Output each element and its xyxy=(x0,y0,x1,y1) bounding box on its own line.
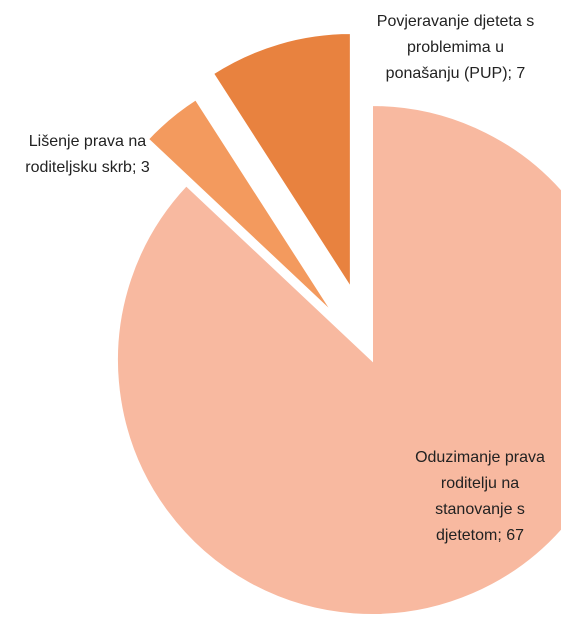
pie-slice xyxy=(116,103,561,616)
slice-label: Oduzimanje prava roditelju na stanovanje… xyxy=(415,449,545,544)
pie-slice xyxy=(211,32,352,292)
pie-slice xyxy=(146,97,335,315)
slice-label: Povjeravanje djeteta s problemima u pona… xyxy=(376,13,535,82)
slice-label: Lišenje prava na roditeljsku skrb; 3 xyxy=(25,133,150,176)
